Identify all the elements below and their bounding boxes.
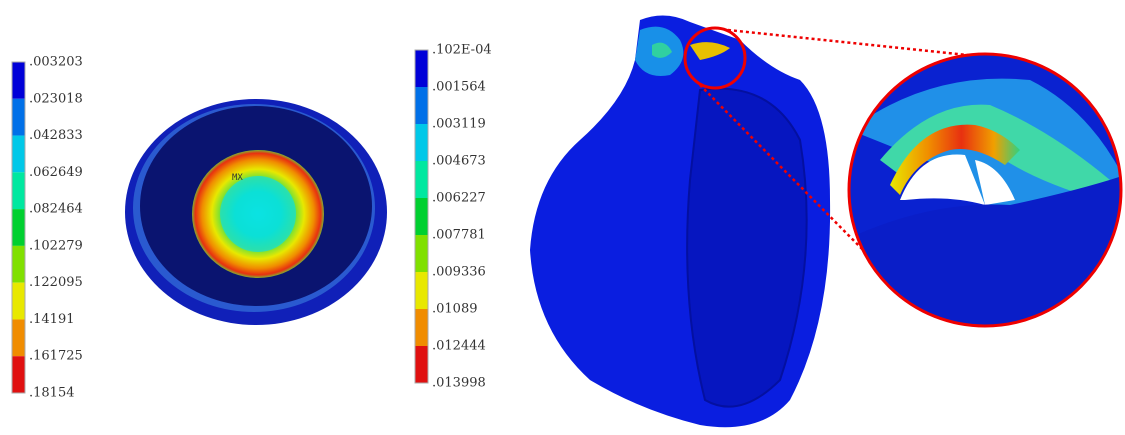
legend-band	[415, 87, 428, 124]
legend-label: .01089	[432, 302, 478, 317]
legend-band	[415, 124, 428, 161]
legend-band	[415, 346, 428, 383]
section-model: MX	[125, 99, 387, 325]
max-marker: MX	[232, 173, 243, 183]
zoom-view	[845, 50, 1125, 330]
legend-label: .007781	[432, 228, 486, 243]
legend-band	[415, 272, 428, 309]
legend-band	[12, 283, 25, 320]
legend-band	[12, 172, 25, 209]
legend-label: .122095	[29, 275, 83, 290]
legend-label: .102E-04	[432, 43, 492, 58]
legend-band	[12, 136, 25, 173]
legend-band	[12, 319, 25, 356]
legend-label: .023018	[29, 91, 83, 106]
legend-label: .042833	[29, 128, 83, 143]
legend-label: .004673	[432, 154, 486, 169]
legend-band	[12, 356, 25, 393]
legend-label: .082464	[29, 202, 83, 217]
legend-label: .001564	[432, 80, 486, 95]
legend-label: .14191	[29, 312, 75, 327]
legend-label: .012444	[432, 339, 486, 354]
screenshot: MX .003203 .023018 .042833 .062649 .082464 .1…	[0, 0, 1125, 435]
legend-band	[415, 161, 428, 198]
legend-band	[12, 62, 25, 99]
legend-label: .18154	[29, 386, 75, 401]
legend-band	[415, 235, 428, 272]
legend-band	[415, 198, 428, 235]
legend-label: .161725	[29, 349, 83, 364]
legend-label: .062649	[29, 165, 83, 180]
legend-label: .003119	[432, 117, 486, 132]
legend-label: .013998	[432, 376, 486, 391]
legend-band	[415, 50, 428, 87]
legend-band	[12, 209, 25, 246]
legend-band	[12, 99, 25, 136]
legend-label: .003203	[29, 55, 83, 70]
legend-band	[12, 246, 25, 283]
legend-label: .006227	[432, 191, 486, 206]
legend-label: .102279	[29, 238, 83, 253]
legend-label: .009336	[432, 265, 486, 280]
legend-band	[415, 309, 428, 346]
